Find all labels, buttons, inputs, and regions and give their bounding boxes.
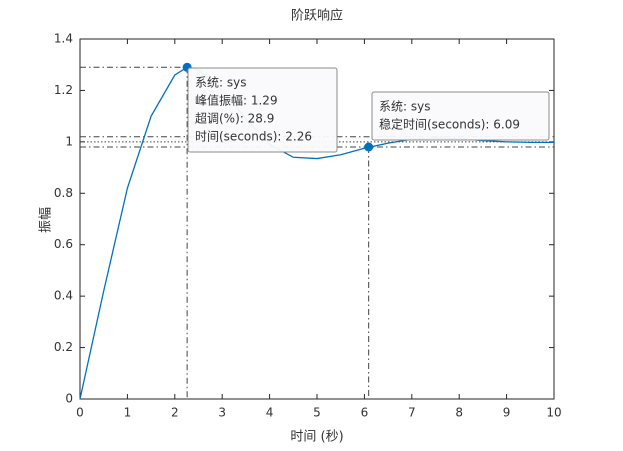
y-tick-label: 0.4 xyxy=(54,289,73,303)
datatip-text: 超调(%): 28.9 xyxy=(195,111,274,126)
x-tick-label: 4 xyxy=(266,406,274,420)
x-tick-label: 6 xyxy=(361,406,369,420)
y-tick-label: 0.2 xyxy=(54,340,73,354)
datatip-text: 系统: sys xyxy=(379,100,430,114)
y-tick-label: 0.8 xyxy=(54,186,73,200)
x-tick-label: 2 xyxy=(171,406,179,420)
datatip-box xyxy=(371,91,550,141)
x-axis-label: 时间 (秒) xyxy=(290,430,343,445)
x-tick-label: 1 xyxy=(124,406,132,420)
y-axis-label: 振幅 xyxy=(39,207,54,233)
x-tick-label: 9 xyxy=(503,406,511,420)
y-tick-label: 0 xyxy=(65,392,73,406)
datatip-text: 时间(seconds): 2.26 xyxy=(195,130,312,144)
datatip-marker xyxy=(364,142,374,152)
x-tick-label: 0 xyxy=(76,406,84,420)
x-tick-label: 5 xyxy=(313,406,321,420)
datatip-text: 峰值振幅: 1.29 xyxy=(195,93,278,108)
y-tick-label: 0.6 xyxy=(54,237,73,251)
x-tick-label: 3 xyxy=(218,406,226,420)
y-tick-label: 1 xyxy=(65,134,73,148)
y-tick-label: 1.2 xyxy=(54,83,73,97)
x-tick-label: 7 xyxy=(408,406,416,420)
y-tick-label: 1.4 xyxy=(54,32,73,46)
chart-title: 阶跃响应 xyxy=(291,8,343,24)
x-tick-label: 10 xyxy=(546,406,561,420)
x-tick-label: 8 xyxy=(455,406,463,420)
datatip-text: 稳定时间(seconds): 6.09 xyxy=(379,117,520,132)
datatip-box xyxy=(187,67,338,153)
datatip-text: 系统: sys xyxy=(195,76,246,90)
